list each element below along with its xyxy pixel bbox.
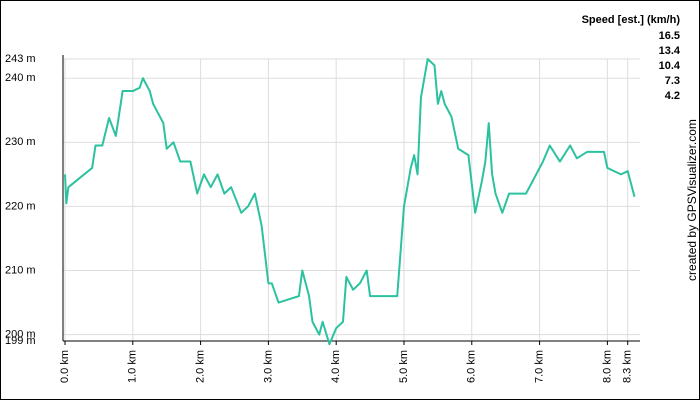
- x-tick-label: 7.0 km: [533, 350, 545, 383]
- y-tick-label: 210 m: [5, 264, 36, 276]
- y-tick-label: 240 m: [5, 72, 36, 84]
- y-tick-label: 200 m: [5, 328, 36, 340]
- x-tick-label: 5.0 km: [398, 350, 410, 383]
- legend-item: 13.4: [659, 45, 681, 57]
- x-tick-label: 8.3 km: [622, 350, 634, 383]
- x-tick-label: 3.0 km: [262, 350, 274, 383]
- legend-item: 4.2: [665, 90, 680, 102]
- credit: created by GPSVisualizer.com: [685, 119, 699, 281]
- x-tick-label: 6.0 km: [466, 350, 478, 383]
- legend-item: 10.4: [659, 60, 681, 72]
- y-tick-label: 230 m: [5, 136, 36, 148]
- y-tick-label: 199 m: [5, 335, 36, 347]
- elevation-line: [64, 58, 636, 346]
- y-tick-label: 220 m: [5, 200, 36, 212]
- legend-item: 7.3: [665, 75, 680, 87]
- legend-title: Speed [est.] (km/h): [582, 14, 681, 26]
- x-tick-label: 4.0 km: [330, 350, 342, 383]
- x-tick-label: 8.0 km: [601, 350, 613, 383]
- y-tick-label: 243 m: [5, 53, 36, 65]
- legend-item: 16.5: [659, 30, 680, 42]
- x-tick-label: 2.0 km: [195, 350, 207, 383]
- x-tick-label: 1.0 km: [127, 350, 139, 383]
- x-tick-label: 0.0 km: [59, 350, 71, 383]
